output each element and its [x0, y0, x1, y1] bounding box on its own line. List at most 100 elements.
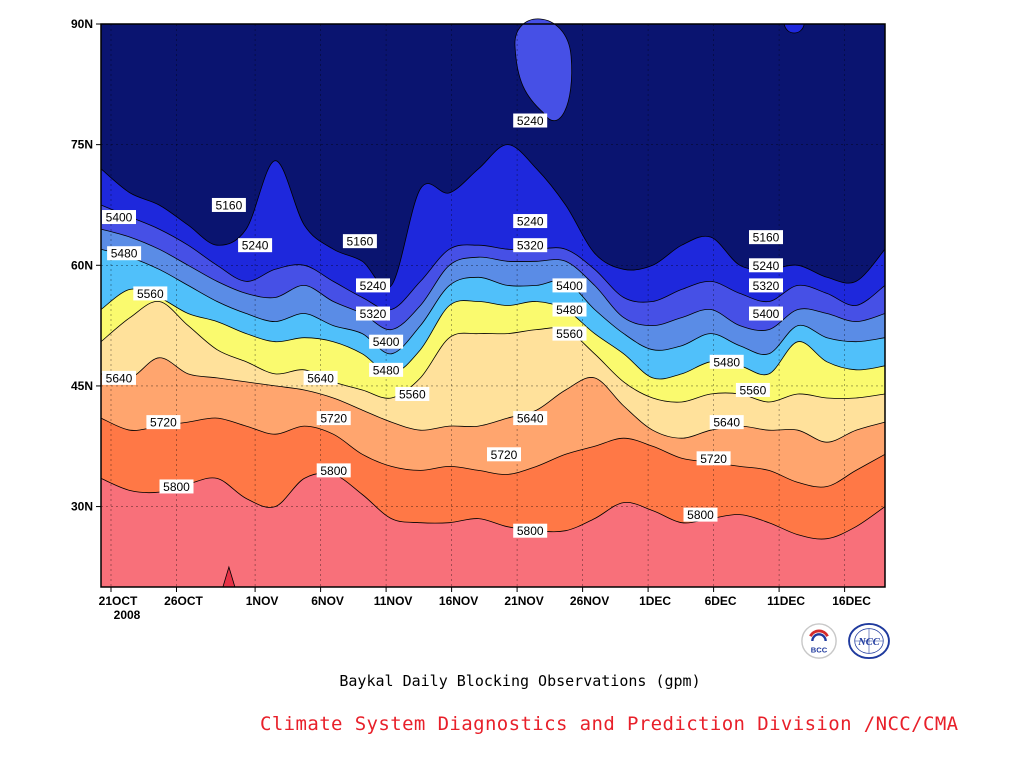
contour-label-text: 5160 [216, 198, 243, 212]
contour-label-text: 5400 [373, 335, 400, 349]
contour-line-5560 [100, 301, 886, 403]
contour-label-text: 5720 [700, 452, 727, 466]
contour-label-text: 5640 [517, 412, 544, 426]
contour-label-text: 5560 [137, 287, 164, 301]
contour-label-bg [749, 306, 783, 321]
contour-line-5240 [100, 204, 886, 311]
y-tick-label: 45N [71, 379, 93, 393]
contour-label-bg [709, 415, 744, 430]
contour-label-bg [159, 479, 194, 494]
x-tick-label: 26OCT [164, 594, 203, 608]
contour-label-bg [513, 238, 548, 253]
contour-label-text: 5480 [713, 355, 740, 369]
contour-label-bg [356, 306, 390, 321]
contour-label-text: 5320 [360, 307, 387, 321]
x-tick-label: 16DEC [832, 594, 871, 608]
contour-label-text: 5240 [517, 215, 544, 229]
bcc-logo-text: BCC [811, 645, 828, 654]
bcc-logo: BCC [801, 623, 837, 659]
plot-frame [100, 23, 886, 588]
contour-label: 5160 [211, 197, 246, 212]
contour-label-bg [513, 523, 548, 538]
ncc-logo: NCC [848, 622, 890, 660]
contour-label: 5320 [356, 306, 390, 321]
contour-label: 5320 [749, 278, 783, 293]
contour-label-text: 5240 [753, 259, 780, 273]
contour-label-bg [356, 278, 390, 293]
contour-label: 5560 [735, 382, 770, 397]
pocket-5240-north [514, 18, 573, 121]
contour-label-text: 5720 [320, 412, 347, 426]
contour-label-text: 5560 [556, 327, 583, 341]
contour-label-text: 5400 [753, 307, 780, 321]
contour-label-bg [552, 278, 587, 293]
contour-label-bg [211, 197, 246, 212]
ncc-logo-text: NCC [857, 637, 880, 648]
contour-label: 5720 [316, 411, 351, 426]
x-tick-label: 16NOV [439, 594, 478, 608]
contour-label: 5560 [395, 386, 430, 401]
contour-label: 5720 [487, 447, 521, 462]
contour-label-bg [696, 451, 731, 466]
contour-label-text: 5800 [517, 524, 544, 538]
contour-labels: 5160524054005480556056405720580051605240… [102, 113, 783, 538]
contour-label: 5240 [356, 278, 390, 293]
contour-label: 5800 [683, 507, 718, 522]
contour-label: 5240 [513, 214, 548, 229]
contour-label-text: 5800 [163, 480, 190, 494]
contour-label-text: 5560 [399, 387, 426, 401]
y-tick-label: 90N [71, 17, 93, 31]
contour-line-5480 [100, 288, 886, 380]
contour-label-bg [316, 411, 351, 426]
contour-label-bg [369, 334, 404, 349]
contour-label: 5800 [513, 523, 548, 538]
contour-label-bg [513, 214, 548, 229]
contour-label-text: 5320 [517, 239, 544, 253]
x-tick-label: 21OCT [99, 594, 138, 608]
contour-line-5640 [100, 357, 886, 443]
x-tick-label: 21NOV [504, 594, 543, 608]
contour-line-5320 [100, 228, 886, 331]
contour-label-bg [513, 113, 548, 128]
contour-label-bg [238, 238, 273, 253]
contour-label: 5160 [342, 234, 377, 249]
contour-label: 5400 [749, 306, 783, 321]
contour-fills [101, 24, 885, 587]
x-tick-label: 6DEC [705, 594, 737, 608]
contour-label-text: 5560 [740, 383, 767, 397]
contour-label-bg [735, 382, 770, 397]
contour-label-bg [683, 507, 718, 522]
contour-label: 5400 [102, 210, 136, 225]
contour-label-bg [133, 286, 168, 301]
contour-label-bg [749, 258, 783, 273]
contour-label-text: 5160 [347, 235, 374, 249]
contour-label-text: 5480 [111, 247, 138, 261]
contour-label-bg [552, 302, 587, 317]
contour-label-bg [395, 386, 430, 401]
contour-label: 5480 [552, 302, 587, 317]
contour-label: 5400 [369, 334, 404, 349]
contour-line-5400 [100, 248, 886, 355]
chart-axes: 21OCT 26OCT 1NOV 6NOV 11NOV 16NOV 21NOV 26NOV 1D… [71, 17, 871, 622]
contour-label-bg [369, 362, 404, 377]
y-tick-label: 75N [71, 138, 93, 152]
contour-label-bg [102, 210, 136, 225]
x-tick-label: 26NOV [570, 594, 609, 608]
contour-extras [222, 18, 805, 588]
contour-label-bg [749, 278, 783, 293]
contour-label-bg [513, 411, 548, 426]
contour-label: 5720 [146, 415, 181, 430]
contour-label: 5480 [709, 354, 744, 369]
contour-label: 5560 [133, 286, 168, 301]
contour-label-bg [107, 246, 142, 261]
contour-label: 5640 [513, 411, 548, 426]
credit-line: Climate System Diagnostics and Predictio… [260, 713, 959, 735]
contour-label: 5640 [709, 415, 744, 430]
contour-label: 5320 [513, 238, 548, 253]
contour-label-text: 5400 [556, 279, 583, 293]
contour-label: 5160 [749, 230, 783, 245]
contour-label-text: 5720 [491, 448, 518, 462]
contour-label-text: 5800 [687, 508, 714, 522]
contour-label: 5480 [369, 362, 404, 377]
